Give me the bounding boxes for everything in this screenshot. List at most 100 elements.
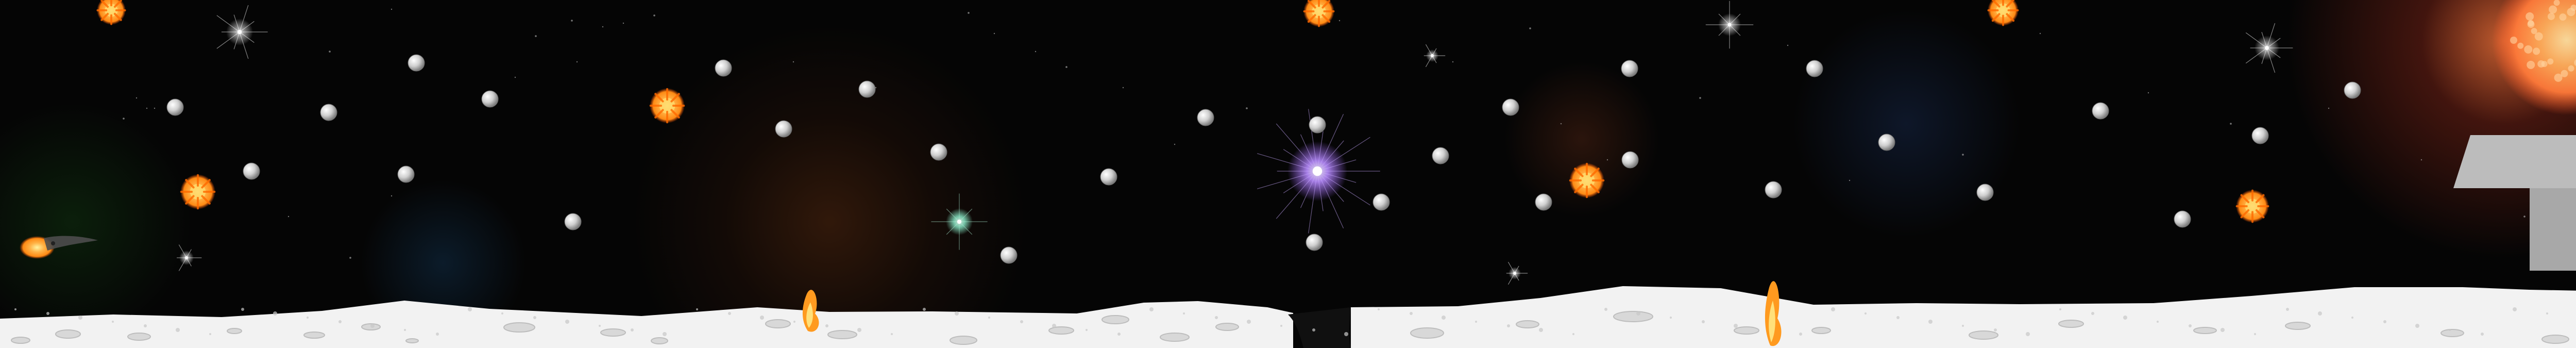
moon-crater (1160, 333, 1190, 342)
background-star-speck (146, 107, 148, 109)
moon-rock (2286, 308, 2289, 311)
background-star-speck (993, 32, 995, 35)
moon-rock (1896, 316, 1900, 319)
silver-orb (1621, 60, 1638, 77)
star-flare-icon (931, 193, 988, 250)
silver-orb (2251, 127, 2269, 144)
background-star-speck (287, 216, 290, 218)
moon-rock (1670, 317, 1672, 319)
moon-rock (2318, 311, 2322, 316)
background-star-speck (391, 195, 393, 197)
moon-rock (2254, 333, 2256, 335)
moon-crater (503, 322, 535, 333)
moon-rock (1280, 325, 1282, 327)
star-flare-icon (1705, 1, 1754, 49)
moon-crater (227, 328, 242, 334)
background-star-speck (1035, 51, 1037, 53)
moon-rock (1799, 333, 1802, 336)
moon-rock (1994, 328, 1997, 332)
background-star-speck (622, 22, 624, 24)
background-star-speck (2230, 123, 2232, 125)
fireball-icon (1303, 0, 1335, 27)
background-star-speck (1529, 27, 1531, 29)
moon-crater (765, 319, 791, 328)
silver-orb (320, 104, 337, 121)
fireball-icon (1569, 162, 1605, 198)
moon-rock (2221, 328, 2225, 332)
moon-rock (2415, 324, 2419, 328)
moon-rock (728, 312, 731, 315)
moon-rock (2059, 308, 2061, 310)
fireball-icon (649, 88, 685, 124)
moon-crater (1516, 320, 1539, 328)
background-star-speck (535, 35, 537, 37)
moon-surface (0, 286, 2576, 348)
background-star-speck (875, 87, 877, 89)
background-star-speck (2328, 107, 2330, 109)
moon-rock (2026, 332, 2030, 336)
silver-orb (1000, 246, 1018, 264)
background-star-speck (1849, 179, 1851, 181)
silver-orb (1309, 116, 1326, 134)
moon-rock (1149, 307, 1154, 311)
silver-orb (397, 165, 415, 183)
flame-pickup (802, 290, 819, 332)
background-star-speck (571, 20, 573, 22)
moon-rock (2091, 312, 2094, 315)
moon-rock (501, 312, 503, 314)
sun-corona (2492, 0, 2576, 115)
moon-rock (1052, 324, 1056, 328)
moon-rock (176, 328, 180, 332)
moon-rock (1962, 325, 1964, 327)
moon-crater (1048, 326, 1074, 335)
silver-orb (1806, 60, 1823, 77)
silver-orb (1976, 184, 1994, 201)
background-star-speck (1122, 87, 1124, 89)
meteor-projectile (20, 236, 98, 259)
moon-rock (988, 317, 990, 319)
moon-rock (565, 320, 569, 324)
silver-orb (1372, 193, 1390, 211)
moon-crater (1811, 327, 1831, 334)
moon-crater (2285, 322, 2311, 330)
moon-rock (2189, 324, 2192, 327)
moon-rock (338, 320, 342, 323)
star-flare-icon (1506, 261, 1528, 285)
moon-crater (11, 337, 30, 344)
fireball-icon (180, 174, 216, 210)
silver-orb (1197, 109, 1214, 126)
star-flare-icon (2245, 23, 2293, 73)
moon-crater (950, 336, 977, 345)
silver-orb (481, 90, 499, 108)
moon-rock (144, 324, 147, 327)
moon-crater (1215, 323, 1239, 331)
moon-rock (663, 332, 667, 336)
moon-rock (209, 333, 211, 335)
moon-rock (1831, 307, 1835, 311)
moon-rock (468, 307, 472, 311)
moon-rock (2123, 316, 2127, 320)
background-star-speck (123, 118, 125, 120)
background-star-speck (1699, 97, 1701, 99)
moon-rock (1572, 333, 1574, 335)
moon-rock (825, 324, 828, 327)
background-star-speck (2147, 92, 2149, 94)
moon-crater (1101, 315, 1129, 324)
moon-rock (2383, 320, 2386, 323)
moon-crater (2541, 335, 2569, 344)
moon-rock (1117, 333, 1121, 336)
moon-rock (1636, 311, 1640, 316)
moon-rock (533, 316, 536, 319)
silver-orb (1432, 147, 1449, 164)
fireball-icon (2235, 189, 2269, 223)
moon-rock (370, 324, 375, 328)
moon-rock (1475, 321, 1477, 323)
silver-orb (243, 162, 260, 180)
silver-orb (930, 143, 947, 161)
moon-rock (1247, 320, 1251, 324)
silver-orb (166, 98, 184, 116)
moon-crater (1969, 330, 1998, 340)
moon-rock (1410, 312, 1413, 315)
